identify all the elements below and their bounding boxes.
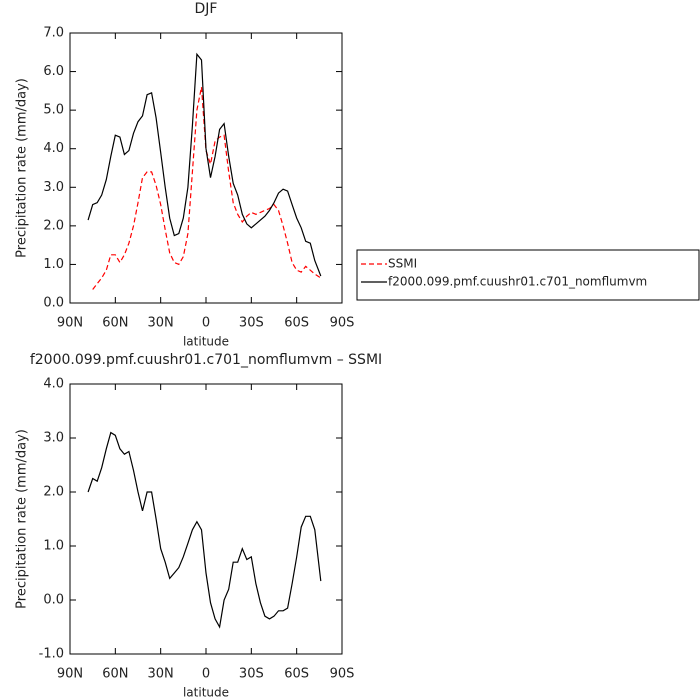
y-tick-label: 4.0 — [43, 141, 64, 156]
x-tick-label: 60S — [284, 316, 309, 331]
y-tick-label: 3.0 — [43, 431, 64, 446]
x-tick-label: 0 — [202, 667, 210, 682]
x-axis-label: latitude — [183, 686, 229, 700]
x-tick-label: 60S — [284, 667, 309, 682]
y-tick-label: 6.0 — [43, 64, 64, 79]
y-tick-label: 1.0 — [43, 257, 64, 272]
chart-title: DJF — [195, 1, 218, 17]
x-axis-label: latitude — [183, 335, 229, 349]
x-tick-label: 0 — [202, 316, 210, 331]
y-tick-label: 0.0 — [43, 296, 64, 311]
x-tick-label: 90N — [57, 667, 83, 682]
x-tick-label: 90N — [57, 316, 83, 331]
y-tick-label: -1.0 — [39, 647, 64, 662]
chart-title: f2000.099.pmf.cuushr01.c701_nomflumvm – … — [30, 352, 382, 368]
y-tick-label: 2.0 — [43, 218, 64, 233]
x-tick-label: 30N — [148, 667, 174, 682]
data-line — [92, 86, 322, 290]
x-tick-label: 60N — [102, 316, 128, 331]
plot-frame — [69, 32, 343, 304]
legend-box — [356, 249, 700, 301]
y-axis-label: Precipitation rate (mm/day) — [15, 429, 30, 609]
x-tick-label: 30S — [239, 316, 264, 331]
data-line — [87, 431, 322, 629]
legend-label: SSMI — [388, 257, 417, 271]
y-axis-label: Precipitation rate (mm/day) — [15, 78, 30, 258]
x-tick-label: 30N — [148, 316, 174, 331]
x-tick-label: 30S — [239, 667, 264, 682]
y-tick-label: 4.0 — [43, 377, 64, 392]
y-tick-label: 0.0 — [43, 593, 64, 608]
y-tick-label: 7.0 — [43, 26, 64, 41]
y-tick-label: 2.0 — [43, 485, 64, 500]
y-tick-label: 3.0 — [43, 180, 64, 195]
x-tick-label: 90S — [330, 316, 355, 331]
plot-frame — [69, 383, 343, 655]
y-tick-label: 5.0 — [43, 103, 64, 118]
x-tick-label: 90S — [330, 667, 355, 682]
x-tick-label: 60N — [102, 667, 128, 682]
legend-label: f2000.099.pmf.cuushr01.c701_nomflumvm — [388, 275, 647, 289]
y-tick-label: 1.0 — [43, 539, 64, 554]
data-line — [87, 52, 322, 277]
